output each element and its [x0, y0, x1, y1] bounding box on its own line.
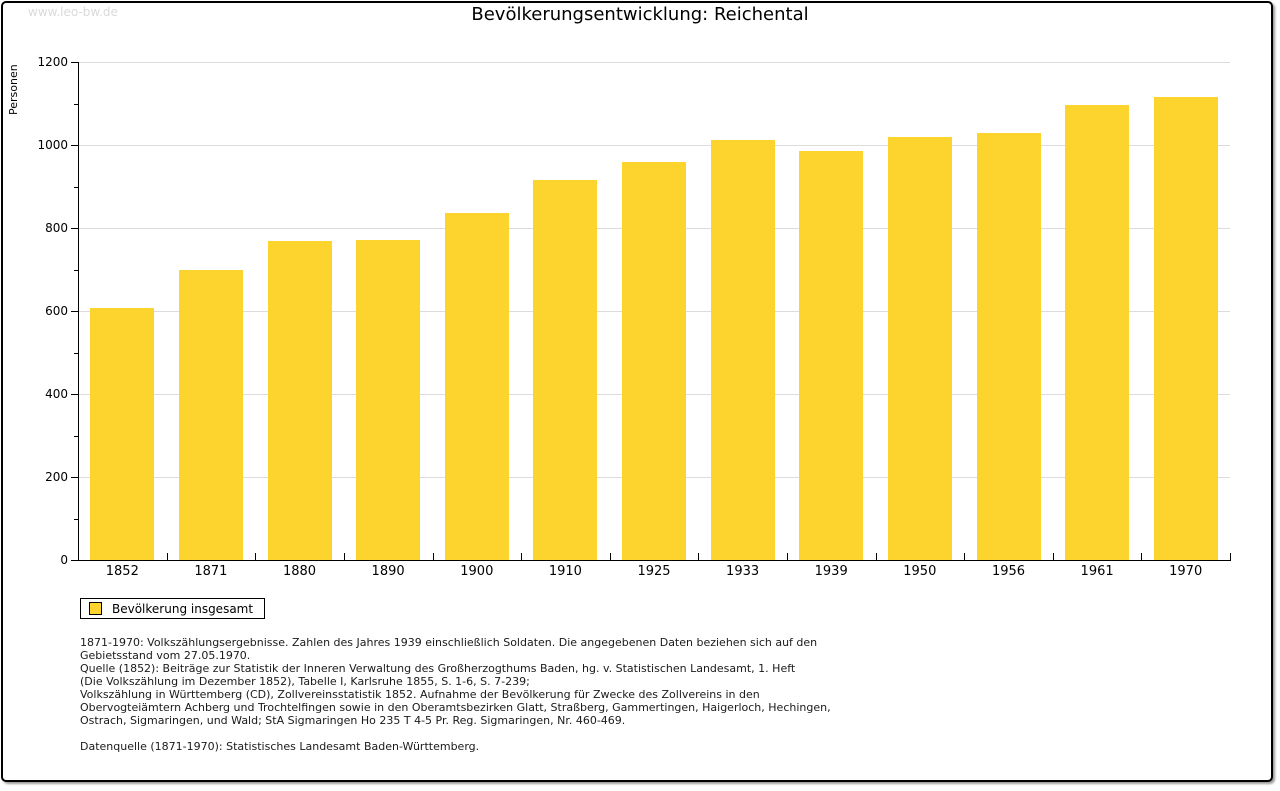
y-axis-line [78, 62, 79, 561]
y-tick [74, 435, 78, 437]
gridline [78, 62, 1230, 63]
bar-1900 [444, 213, 509, 560]
bar-1933 [710, 139, 775, 560]
bar-1950 [887, 137, 952, 560]
y-tick [71, 477, 78, 478]
x-tick-label: 1890 [371, 564, 405, 579]
x-tick [1230, 553, 1231, 560]
x-tick [343, 553, 345, 560]
source-note-line: 1871-1970: Volkszählungsergebnisse. Zahl… [80, 636, 818, 649]
bar-1970 [1153, 97, 1218, 560]
x-tick-label: 1956 [991, 564, 1026, 579]
x-tick [1141, 553, 1143, 560]
x-tick [78, 553, 79, 560]
x-tick [609, 553, 611, 560]
bar-1939 [799, 150, 864, 560]
bar-1956 [976, 133, 1041, 560]
y-tick-label: 1000 [37, 138, 68, 152]
y-tick [71, 560, 78, 561]
x-tick-label: 1852 [105, 564, 139, 579]
y-tick-label: 200 [45, 470, 68, 484]
chart-title: Bevölkerungsentwicklung: Reichental [471, 4, 809, 25]
y-tick [71, 228, 78, 229]
x-axis-line [78, 560, 1231, 561]
legend-label: Bevölkerung insgesamt [112, 601, 254, 616]
legend-color-swatch-icon [89, 602, 102, 615]
x-tick [964, 553, 966, 560]
x-tick-label: 1871 [194, 564, 228, 579]
y-tick [74, 103, 78, 105]
y-tick [71, 394, 78, 395]
bar-1925 [622, 161, 686, 560]
x-tick [521, 553, 523, 560]
x-tick [1052, 553, 1054, 560]
y-tick [74, 518, 78, 520]
bar-1890 [356, 240, 421, 560]
bar-1871 [178, 269, 243, 560]
source-note-line: Gebietsstand vom 27.05.1970. [80, 649, 251, 662]
bar-1880 [267, 241, 332, 560]
x-tick-label: 1933 [726, 564, 760, 579]
y-tick-label: 0 [60, 553, 68, 567]
x-tick-label: 1961 [1080, 564, 1114, 579]
source-note-line: Obervogteiämtern Achberg und Trochtelfin… [80, 701, 831, 714]
source-note-line: Volkszählung in Württemberg (CD), Zollve… [80, 688, 760, 701]
watermark-url: www.leo-bw.de [28, 5, 118, 19]
x-tick [432, 553, 434, 560]
source-note-line: Ostrach, Sigmaringen, und Wald; StA Sigm… [80, 714, 626, 727]
bar-1961 [1065, 105, 1130, 560]
y-tick [74, 352, 78, 354]
legend: Bevölkerung insgesamt [80, 598, 266, 619]
gridline [78, 145, 1230, 146]
y-tick [74, 269, 78, 271]
x-tick [698, 553, 700, 560]
y-tick-label: 400 [45, 387, 68, 401]
source-notes: 1871-1970: Volkszählungsergebnisse. Zahl… [80, 636, 831, 727]
x-tick-label: 1939 [814, 564, 848, 579]
x-tick-label: 1950 [903, 564, 937, 579]
source-note-line: Quelle (1852): Beiträge zur Statistik de… [80, 662, 796, 675]
y-tick [71, 62, 78, 63]
y-tick [71, 311, 78, 312]
y-tick-label: 800 [45, 221, 68, 235]
x-tick [786, 553, 788, 560]
bar-1852 [90, 307, 155, 560]
x-tick-label: 1970 [1169, 564, 1203, 579]
y-tick-label: 600 [45, 304, 68, 318]
x-tick [166, 553, 168, 560]
datasource-note: Datenquelle (1871-1970): Statistisches L… [80, 740, 480, 753]
x-tick-label: 1900 [460, 564, 494, 579]
y-tick [74, 186, 78, 188]
source-note-line: (Die Volkszählung im Dezember 1852), Tab… [80, 675, 530, 688]
x-tick-label: 1910 [548, 564, 582, 579]
x-tick [255, 553, 257, 560]
x-tick-label: 1925 [637, 564, 671, 579]
y-tick [71, 145, 78, 146]
bar-1910 [533, 180, 598, 560]
x-tick-label: 1880 [282, 564, 317, 579]
y-tick-label: 1200 [37, 55, 68, 69]
x-tick [875, 553, 877, 560]
